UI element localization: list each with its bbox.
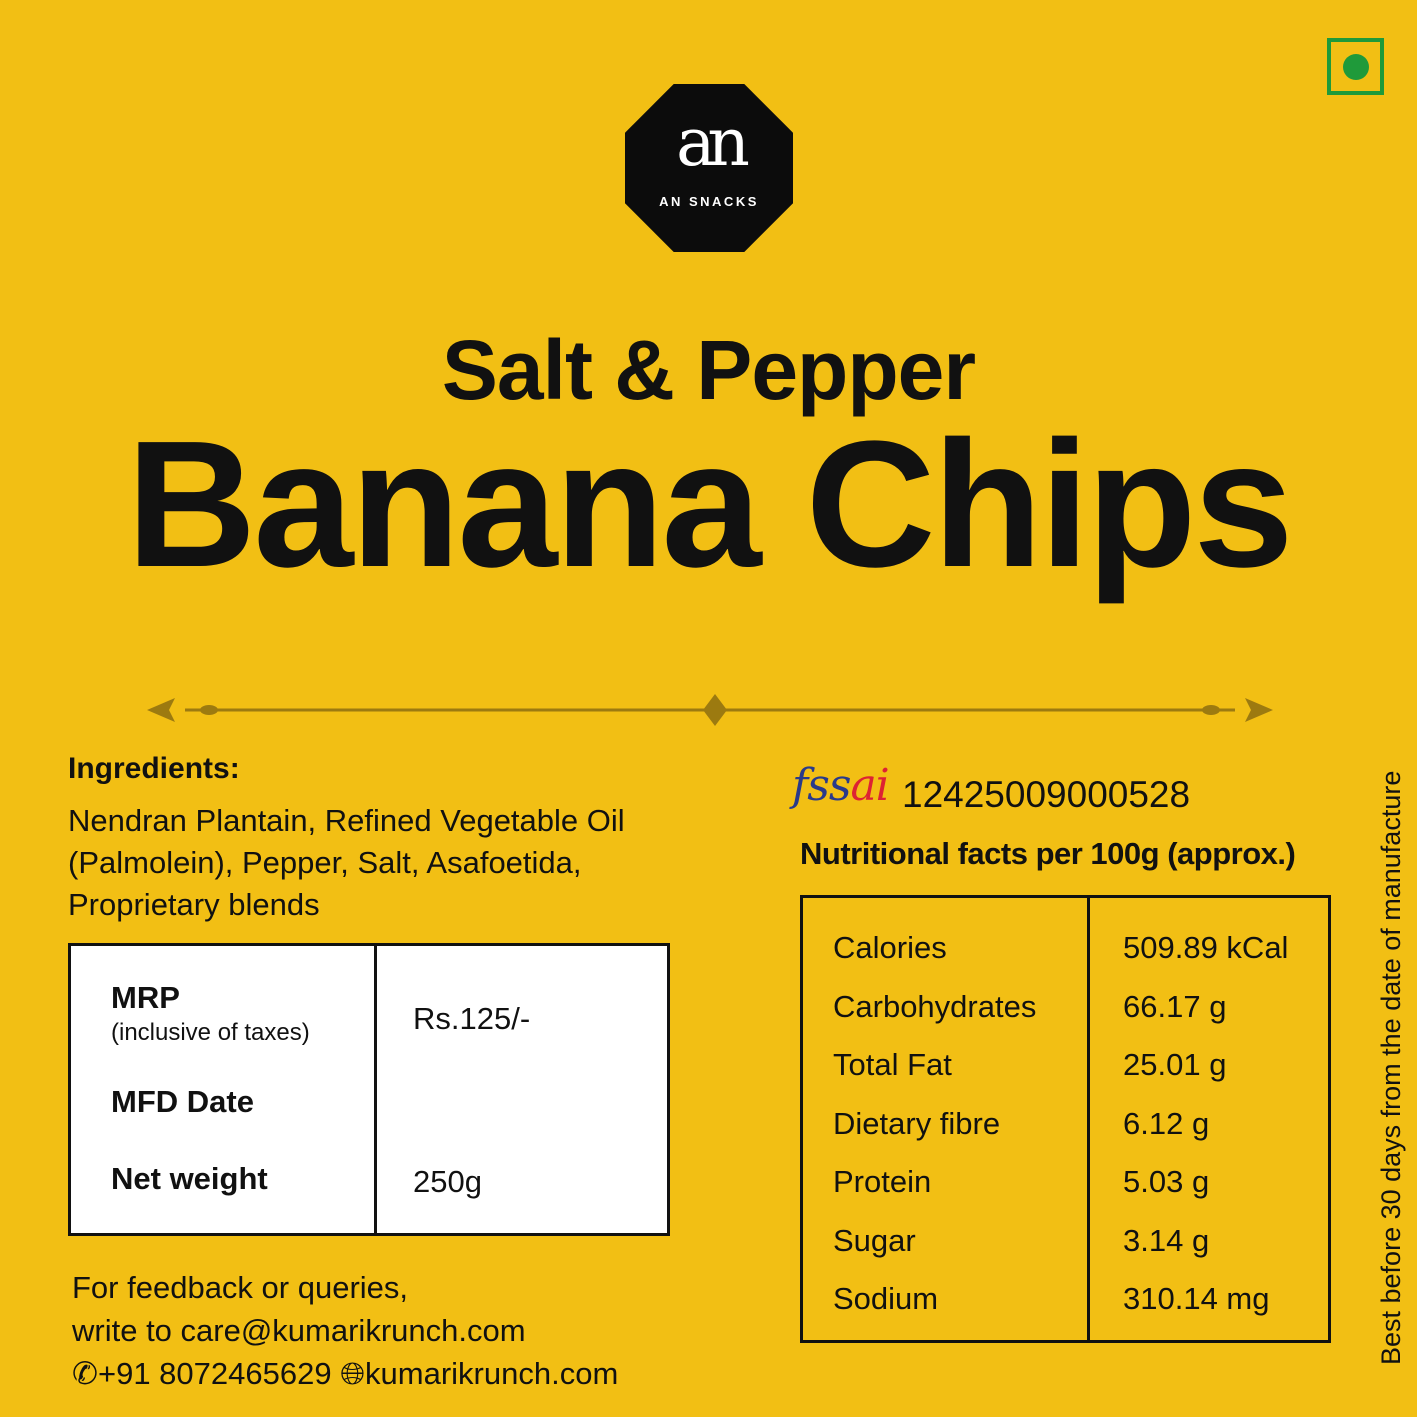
nutrition-value: 5.03 g	[1123, 1164, 1210, 1199]
logo-mark: an	[676, 104, 750, 181]
veg-symbol-icon	[1327, 38, 1384, 95]
nutrition-value: 509.89 kCal	[1123, 930, 1289, 965]
ingredients-text: Nendran Plantain, Refined Vegetable Oil …	[68, 803, 625, 922]
contact-info: For feedback or queries, write to care@k…	[72, 1266, 618, 1395]
nutrition-value: 3.14 g	[1123, 1222, 1210, 1258]
product-flavour: Salt & Pepper	[441, 323, 976, 417]
logo-name: AN SNACKS	[659, 194, 759, 209]
nutrition-label: Carbohydrates	[833, 988, 1037, 1024]
mrp-note: (inclusive of taxes)	[111, 1019, 310, 1046]
contact-line-2: write to care@kumarikrunch.com	[72, 1313, 526, 1348]
ornamental-divider	[147, 694, 1273, 726]
nutrition-label: Protein	[833, 1164, 932, 1199]
nutrition-heading: Nutritional facts per 100g (approx.)	[800, 836, 1296, 871]
nutrition-value: 66.17 g	[1123, 988, 1227, 1024]
fssai-logo: fssai	[792, 760, 890, 811]
ingredients-heading: Ingredients:	[68, 752, 240, 785]
phone-number: +91 8072465629	[97, 1356, 332, 1391]
nutrition-label: Total Fat	[833, 1047, 952, 1082]
nutrition-label: Sugar	[833, 1222, 916, 1258]
nutrition-value: 25.01 g	[1123, 1047, 1227, 1082]
nutrition-label: Calories	[833, 930, 947, 965]
whatsapp-icon: ✆	[72, 1356, 98, 1391]
contact-line-1: For feedback or queries,	[72, 1270, 409, 1305]
nutrition-value: 6.12 g	[1123, 1105, 1210, 1141]
nutrition-label: Dietary fibre	[833, 1105, 1001, 1141]
nutrition-value: 310.14 mg	[1123, 1281, 1270, 1316]
globe-icon: 🌐︎	[340, 1356, 366, 1391]
mrp-label: MRP	[111, 980, 180, 1015]
mfd-label: MFD Date	[111, 1084, 254, 1119]
mrp-value: Rs.125/-	[413, 1001, 531, 1036]
net-weight-label: Net weight	[111, 1161, 268, 1196]
website: kumarikrunch.com	[365, 1356, 619, 1391]
fssai-number: 12425009000528	[902, 774, 1191, 815]
brand-logo: an AN SNACKS	[625, 84, 793, 252]
shelf-life-text: Best before 30 days from the date of man…	[1376, 770, 1406, 1365]
net-weight-value: 250g	[413, 1164, 482, 1199]
nutrition-label: Sodium	[833, 1281, 939, 1316]
nutrition-table: Calories 509.89 kCal Carbohydrates 66.17 g T…	[800, 895, 1331, 1343]
price-info-table: MRP (inclusive of taxes) Rs.125/- MFD Da…	[68, 943, 670, 1236]
product-name: Banana Chips	[126, 404, 1293, 605]
